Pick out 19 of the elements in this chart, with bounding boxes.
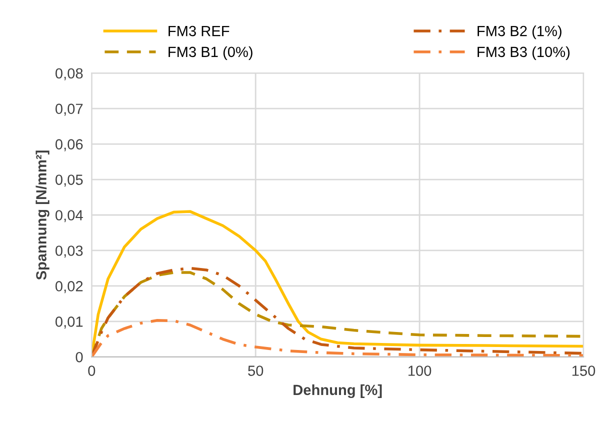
x-tick-label: 100 bbox=[408, 366, 432, 376]
x-axis-title: Dehnung [%] bbox=[294, 384, 382, 398]
legend-label: FM3 REF bbox=[168, 26, 230, 36]
y-tick-label: 0,08 bbox=[56, 68, 83, 80]
x-tick-label: 150 bbox=[572, 366, 596, 376]
y-tick-label: 0 bbox=[76, 352, 83, 362]
legend-label: FM3 B1 (0%) bbox=[168, 46, 252, 60]
y-tick-label: 0,05 bbox=[56, 174, 83, 187]
y-tick-label: 0,06 bbox=[56, 139, 83, 152]
x-tick-label: 50 bbox=[248, 366, 264, 376]
legend-label: FM3 B3 (10%) bbox=[478, 46, 570, 60]
y-tick-label: 0,04 bbox=[56, 210, 83, 222]
y-tick-label: 0,01 bbox=[56, 316, 83, 329]
y-tick-label: 0,03 bbox=[56, 246, 83, 258]
y-axis-title: Spannung [N/mm²] bbox=[36, 150, 50, 280]
y-tick-label: 0,02 bbox=[56, 281, 83, 294]
legend-label: FM3 B2 (1%) bbox=[478, 25, 562, 40]
x-tick-label: 0 bbox=[88, 366, 96, 376]
y-tick-label: 0,07 bbox=[56, 104, 83, 116]
